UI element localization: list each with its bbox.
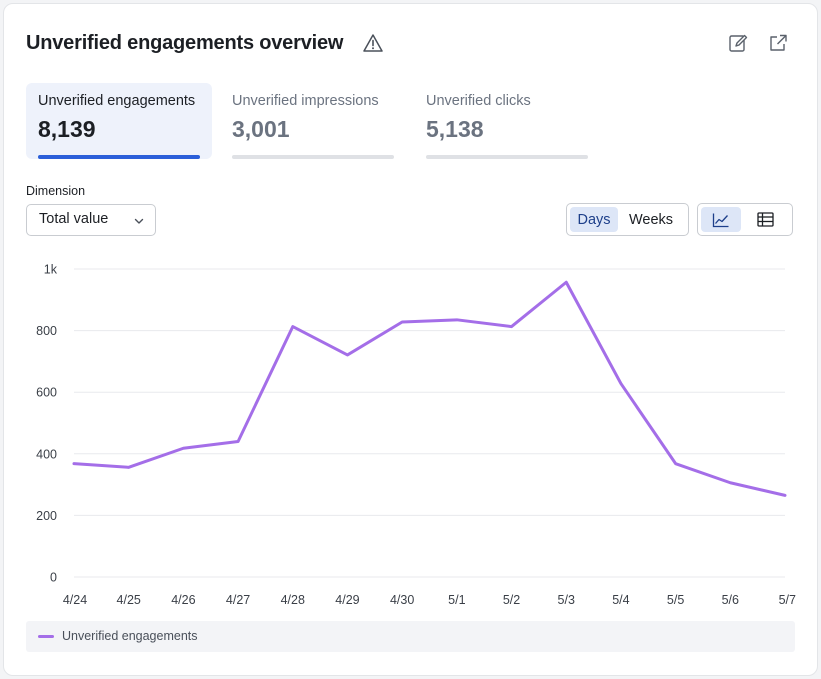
x-tick-label: 5/2	[503, 593, 520, 607]
dimension-label: Dimension	[26, 184, 86, 198]
legend-swatch	[38, 635, 54, 638]
metric-value: 8,139	[38, 116, 96, 142]
table-icon	[756, 212, 774, 227]
data-point	[619, 382, 622, 385]
data-point	[127, 466, 130, 469]
x-tick-label: 5/3	[558, 593, 575, 607]
weeks-button[interactable]: Weeks	[628, 211, 674, 228]
x-tick-label: 5/6	[722, 593, 739, 607]
data-point	[73, 462, 76, 465]
line-chart: 0 200 400 600 800 1k 4/24 4/25 4/26 4/27 4/28 4/29 4…	[36, 263, 796, 608]
x-tick-label: 4/30	[390, 593, 414, 607]
metric-label: Unverified engagements	[38, 93, 196, 109]
y-tick-label: 1k	[44, 263, 58, 277]
view-toggle	[697, 203, 793, 236]
metric-label: Unverified impressions	[232, 93, 379, 109]
edit-icon[interactable]	[727, 32, 749, 54]
chart-legend: Unverified engagements	[26, 621, 795, 652]
y-tick-label: 0	[50, 571, 57, 585]
x-tick-label: 5/4	[612, 593, 629, 607]
chevron-down-icon	[134, 218, 144, 224]
data-point	[729, 481, 732, 484]
metric-indicator	[38, 155, 200, 159]
x-tick-label: 5/1	[448, 593, 465, 607]
metric-value: 3,001	[232, 116, 290, 142]
data-point	[784, 494, 787, 497]
data-point	[510, 325, 513, 328]
metric-tab-clicks[interactable]: Unverified clicks 5,138	[414, 83, 600, 159]
data-point	[182, 447, 185, 450]
series-line	[72, 280, 787, 497]
x-tick-label: 5/7	[779, 593, 796, 607]
metric-value: 5,138	[426, 116, 484, 142]
y-tick-label: 200	[36, 509, 57, 523]
line-chart-icon	[712, 213, 729, 227]
data-point	[455, 318, 458, 321]
metric-label: Unverified clicks	[426, 93, 531, 109]
y-tick-label: 400	[36, 447, 57, 461]
x-tick-label: 4/26	[171, 593, 195, 607]
card-title: Unverified engagements overview	[26, 32, 344, 54]
chart-card: Unverified engagements overview Unverifi…	[3, 3, 818, 676]
x-tick-label: 4/24	[63, 593, 87, 607]
data-point	[565, 281, 568, 284]
data-point	[674, 462, 677, 465]
y-tick-label: 600	[36, 386, 57, 400]
x-tick-label: 5/5	[667, 593, 684, 607]
days-button[interactable]: Days	[570, 207, 618, 232]
x-tick-label: 4/29	[335, 593, 359, 607]
x-tick-label: 4/25	[117, 593, 141, 607]
open-external-icon[interactable]	[767, 32, 789, 54]
dimension-select[interactable]: Total value	[26, 204, 156, 236]
granularity-toggle: Days Weeks	[566, 203, 689, 236]
metric-tab-engagements[interactable]: Unverified engagements 8,139	[26, 83, 212, 159]
metric-tab-impressions[interactable]: Unverified impressions 3,001	[220, 83, 406, 159]
legend-label: Unverified engagements	[62, 629, 198, 643]
metric-indicator	[426, 155, 588, 159]
y-tick-label: 800	[36, 324, 57, 338]
data-point	[401, 320, 404, 323]
data-point	[237, 440, 240, 443]
table-view-button[interactable]	[741, 207, 789, 232]
metric-indicator	[232, 155, 394, 159]
line-chart-view-button[interactable]	[701, 207, 741, 232]
warning-triangle-icon	[363, 34, 383, 52]
x-tick-label: 4/27	[226, 593, 250, 607]
data-point	[346, 353, 349, 356]
x-tick-label: 4/28	[281, 593, 305, 607]
data-point	[291, 325, 294, 328]
dimension-selected-value: Total value	[39, 211, 109, 227]
